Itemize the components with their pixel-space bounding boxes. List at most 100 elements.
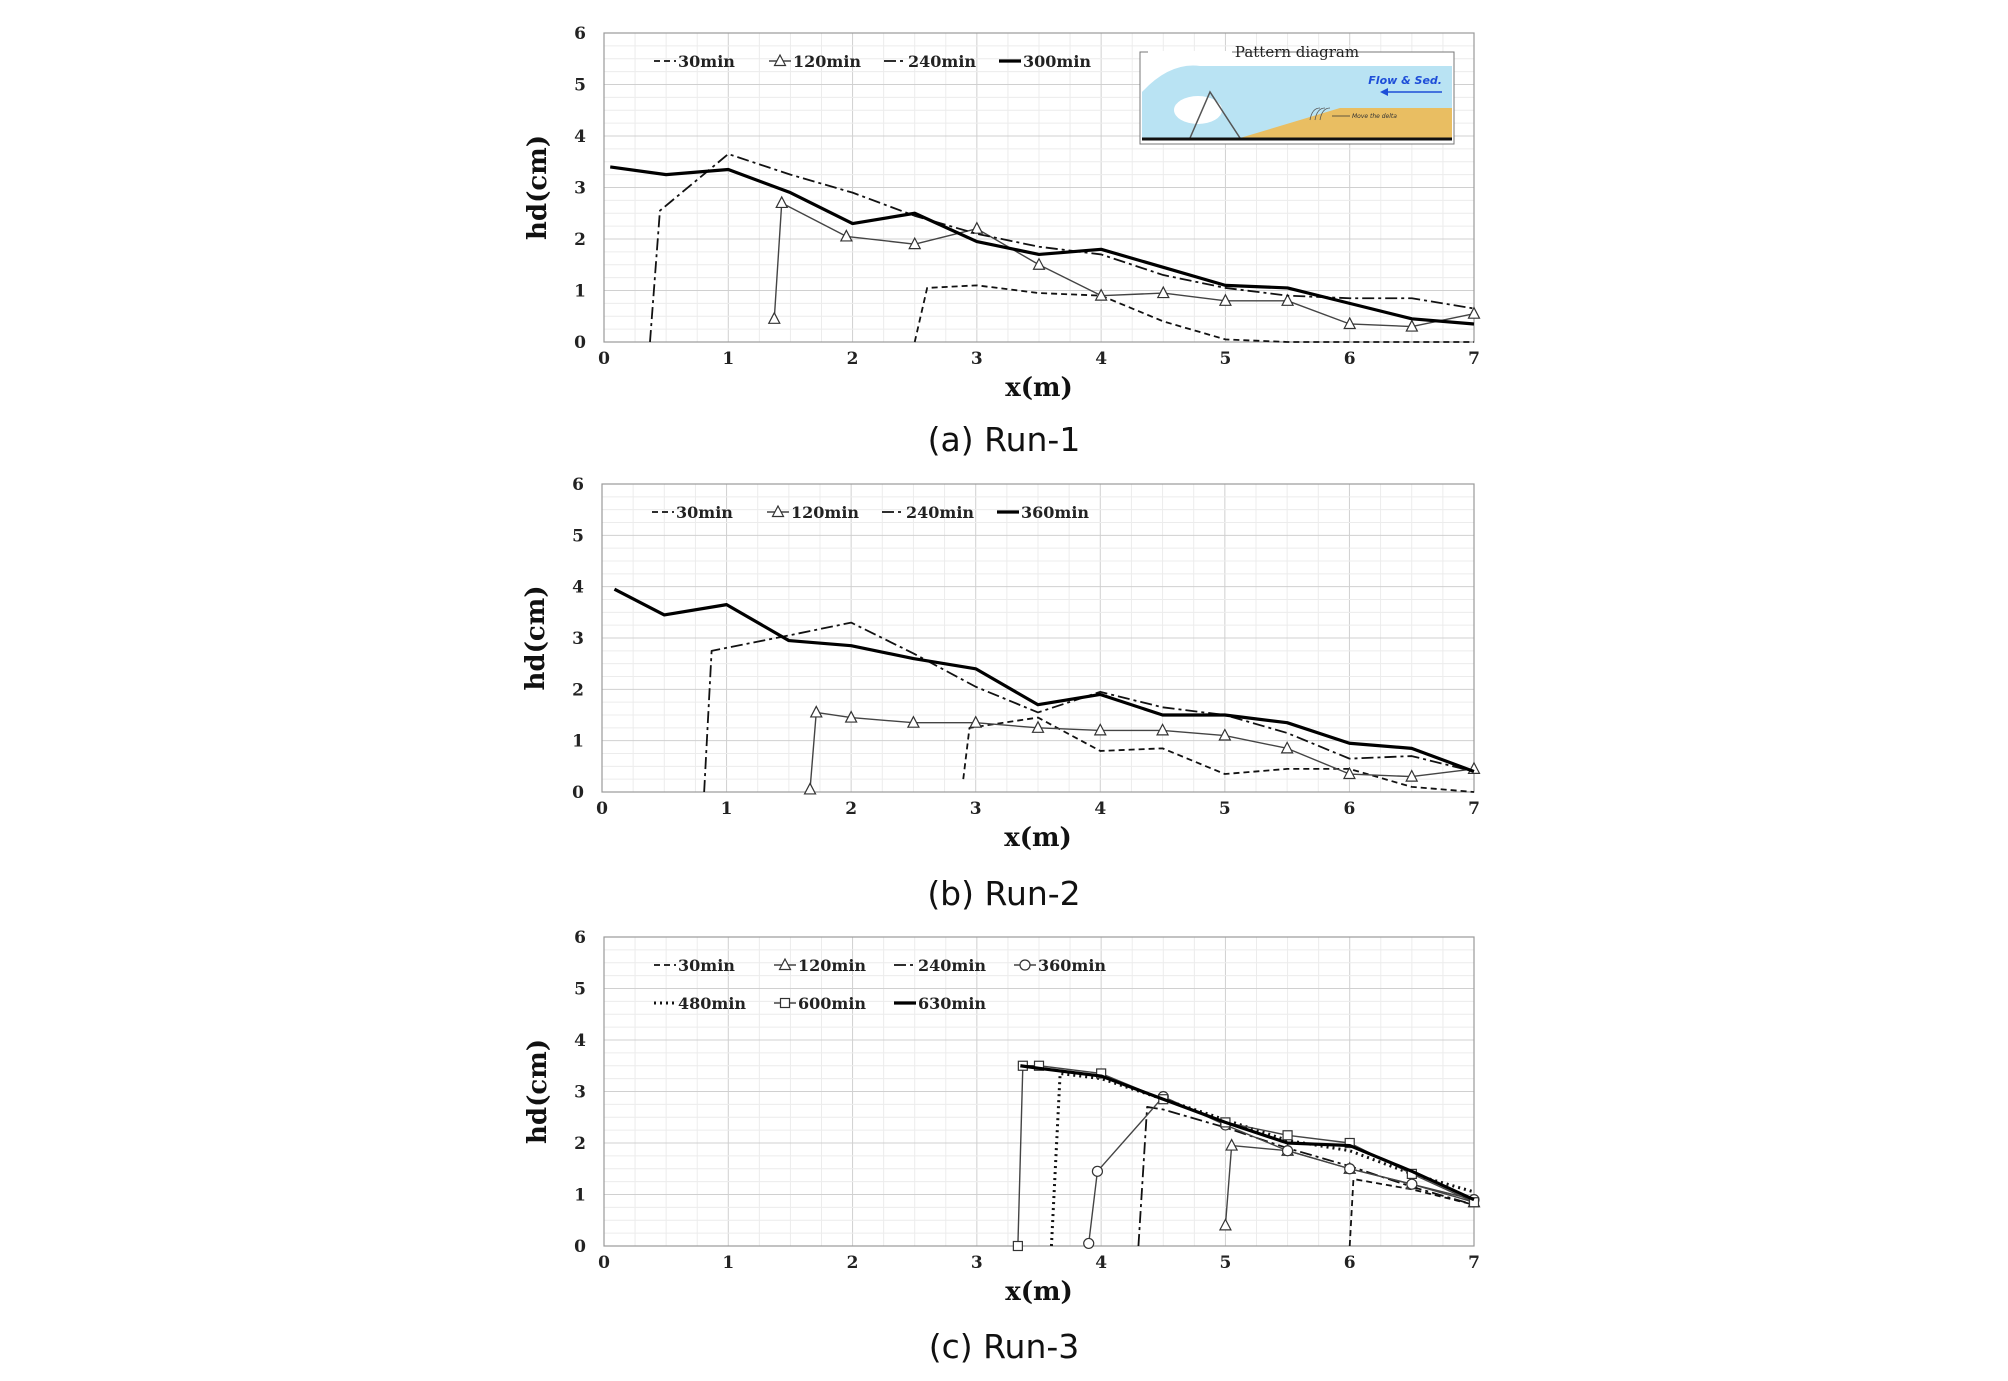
legend-marker-120min (773, 53, 787, 67)
x-tick-label: 5 (1219, 799, 1231, 819)
series-line-300min (609, 165, 1475, 326)
inset-dam (1189, 90, 1241, 139)
y-tick-label: 6 (574, 928, 586, 948)
data-point-120min (1094, 288, 1108, 301)
legend-label-120min: 120min (793, 52, 861, 71)
plot-frame (603, 936, 1475, 1247)
legend-label-30min: 30min (678, 956, 735, 975)
y-axis-label: hd(cm) (521, 585, 551, 690)
chart-panel-2: 0 1 2 3 4 5 6 7 0 1 2 3 4 5 6 x(m) hd(cm) 30min 120min 240m… (521, 475, 1481, 913)
y-tick-label: 4 (574, 1031, 586, 1051)
x-axis-label: x(m) (1005, 373, 1073, 403)
series-240min (649, 153, 1475, 343)
data-point-120min (844, 710, 858, 723)
data-point-120min (1280, 741, 1294, 754)
inset-delta-label: Move the delta (1352, 113, 1397, 120)
legend: 30min 120min 240min 300min (654, 52, 1091, 71)
inset-title: Pattern diagram (1235, 43, 1359, 61)
x-tick-label: 5 (1220, 1253, 1232, 1273)
data-point-120min (1225, 1138, 1239, 1151)
chart-panel-1: 0 1 2 3 4 5 6 7 0 1 2 3 4 5 6 x(m) hd(cm) 30min 120min 240m… (523, 24, 1481, 459)
series-line-480min (1049, 1071, 1475, 1247)
legend-label-360min: 360min (1021, 503, 1089, 522)
x-axis-label: x(m) (1004, 823, 1072, 853)
data-point-120min (969, 715, 983, 728)
series-30min (1348, 1178, 1475, 1247)
x-tick-label: 3 (970, 799, 982, 819)
y-tick-label: 1 (574, 282, 586, 302)
legend-label-120min: 120min (791, 503, 859, 522)
data-point-120min (1032, 257, 1046, 270)
series-120min (803, 705, 1481, 795)
series-630min (1020, 1064, 1475, 1202)
x-tick-label: 0 (596, 799, 608, 819)
series-360min (613, 587, 1475, 773)
data-point-600min (1033, 1060, 1045, 1071)
data-point-120min (1218, 1218, 1232, 1231)
x-tick-label: 7 (1468, 349, 1480, 369)
y-tick-label: 3 (574, 179, 586, 199)
y-tick-label: 2 (574, 1134, 586, 1154)
y-tick-label: 5 (574, 980, 586, 1000)
data-point-120min (1467, 306, 1481, 319)
y-tick-label: 4 (574, 127, 586, 147)
data-point-360min (1281, 1145, 1294, 1157)
x-tick-label: 2 (847, 1253, 859, 1273)
series-480min (1049, 1071, 1475, 1247)
x-axis-label: x(m) (1005, 1277, 1073, 1307)
legend-marker-120min (771, 504, 785, 518)
flow-arrowhead-icon (1380, 88, 1388, 96)
y-tick-label: 4 (572, 578, 584, 598)
legend-label-630min: 630min (918, 994, 986, 1013)
inset-flow-label: Flow & Sed. (1368, 74, 1442, 87)
x-tick-label: 1 (721, 799, 733, 819)
y-tick-label: 5 (574, 76, 586, 96)
x-tick-label: 4 (1095, 1253, 1107, 1273)
legend-marker-600min (779, 997, 791, 1009)
legend-label-240min: 240min (906, 503, 974, 522)
y-tick-label: 2 (574, 230, 586, 250)
series-line-360min (1088, 1095, 1475, 1244)
x-tick-label: 1 (722, 349, 734, 369)
x-tick-label: 4 (1095, 349, 1107, 369)
data-point-120min (1156, 285, 1170, 299)
legend-label-30min: 30min (676, 503, 733, 522)
legend: 30min 120min 240min 360min (652, 503, 1089, 522)
data-point-360min (1091, 1165, 1104, 1177)
data-point-600min (1468, 1197, 1480, 1208)
x-tick-label: 7 (1468, 1253, 1480, 1273)
legend-label-120min: 120min (798, 956, 866, 975)
data-point-600min (1096, 1068, 1107, 1079)
x-tick-label: 6 (1344, 1253, 1356, 1273)
data-point-360min (1406, 1178, 1418, 1190)
data-point-120min (1281, 293, 1295, 306)
x-tick-label: 4 (1094, 799, 1106, 819)
x-tick-label: 3 (971, 1253, 983, 1273)
series-line-360min (613, 587, 1475, 773)
series-line-30min (1348, 1178, 1475, 1247)
y-tick-label: 0 (574, 333, 586, 353)
data-point-120min (906, 715, 920, 728)
data-point-120min (775, 195, 789, 209)
data-point-120min (1405, 319, 1419, 332)
data-point-120min (908, 236, 922, 250)
legend-label-480min: 480min (678, 994, 746, 1013)
data-point-120min (970, 221, 984, 234)
legend-label-600min: 600min (798, 994, 866, 1013)
inset-sediment (1240, 108, 1452, 138)
figure-caption: (a) Run-1 (928, 420, 1081, 459)
y-tick-label: 6 (572, 475, 584, 495)
plot-frame (601, 483, 1475, 793)
inset-delta-arc (1319, 107, 1331, 121)
series-300min (609, 165, 1475, 326)
data-point-360min (1083, 1237, 1095, 1250)
data-point-600min (1012, 1240, 1023, 1252)
series-240min (703, 621, 1475, 793)
x-tick-label: 6 (1344, 799, 1356, 819)
data-point-120min (1156, 723, 1170, 736)
data-point-120min (1343, 316, 1357, 330)
legend: 30min 120min 240min 360min 480min 600min 630mi… (654, 956, 1106, 1013)
x-tick-label: 1 (722, 1253, 734, 1273)
x-tick-label: 2 (847, 349, 859, 369)
